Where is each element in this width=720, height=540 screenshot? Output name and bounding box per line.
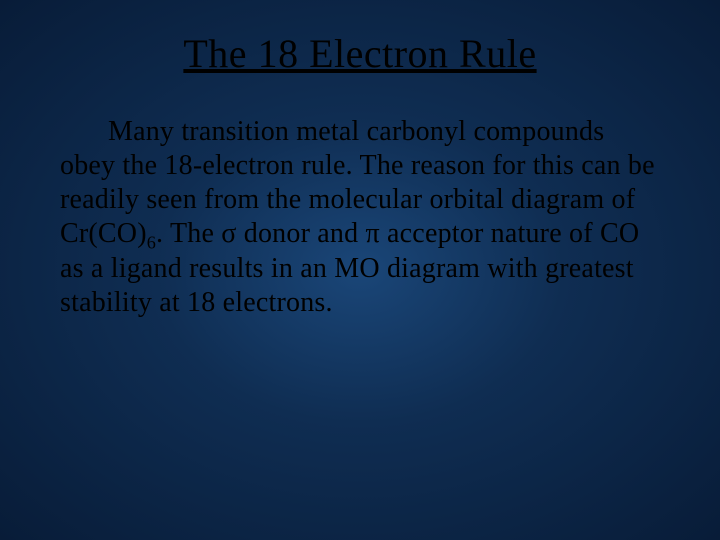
slide-body-paragraph: Many transition metal carbonyl compounds…: [60, 115, 660, 320]
slide: The 18 Electron Rule Many transition met…: [0, 0, 720, 540]
slide-title: The 18 Electron Rule: [60, 30, 660, 77]
